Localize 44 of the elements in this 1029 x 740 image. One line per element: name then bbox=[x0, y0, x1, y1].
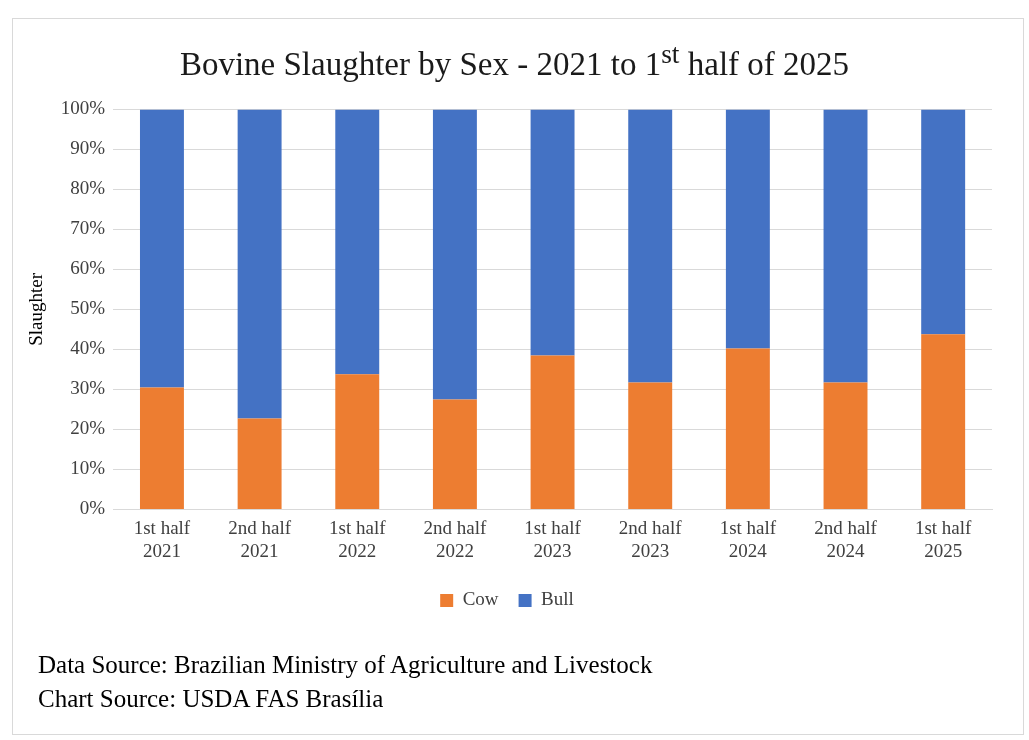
y-tick-label: 10% bbox=[70, 457, 106, 479]
x-tick-label: 2nd half 2021 bbox=[228, 516, 292, 561]
x-tick-label: 2nd half 2022 bbox=[423, 516, 487, 561]
bar bbox=[823, 382, 868, 509]
y-tick-label: 40% bbox=[70, 337, 106, 359]
bar bbox=[628, 109, 673, 383]
bar bbox=[432, 399, 477, 509]
y-tick-label: 70% bbox=[70, 217, 106, 239]
y-tick-label: 0% bbox=[79, 497, 106, 519]
x-tick-label: 1st half 2022 bbox=[329, 516, 387, 561]
bar bbox=[823, 109, 868, 383]
x-tick-label: 1st half 2021 bbox=[133, 516, 191, 561]
y-tick-label: 80% bbox=[70, 177, 106, 199]
bar bbox=[530, 355, 575, 509]
bar bbox=[432, 109, 477, 400]
bar bbox=[530, 109, 575, 356]
x-tick-label: 1st half 2025 bbox=[914, 516, 973, 561]
bar bbox=[921, 334, 966, 509]
bar bbox=[237, 109, 282, 419]
y-tick-label: 50% bbox=[70, 297, 106, 319]
chart-title: Bovine Slaughter by Sex - 2021 to 1$^{st}$ half of 2025 bbox=[178, 38, 851, 83]
x-tick-label: 2nd half 2024 bbox=[814, 516, 878, 561]
x-tick-label: 1st half 2024 bbox=[719, 516, 777, 561]
y-tick-label: 100% bbox=[60, 97, 106, 119]
source-note: Data Source: Brazilian Ministry of Agriculture and Livestock bbox=[38, 650, 653, 680]
bar bbox=[628, 382, 673, 509]
legend-label: Bull bbox=[541, 588, 574, 610]
legend-label: Cow bbox=[462, 588, 499, 610]
bar bbox=[725, 348, 770, 509]
y-axis-title: Slaughter bbox=[25, 272, 47, 346]
y-tick-label: 30% bbox=[70, 377, 106, 399]
y-tick-label: 60% bbox=[70, 257, 106, 279]
y-tick-label: 90% bbox=[70, 137, 106, 159]
bar bbox=[335, 109, 380, 375]
bar bbox=[725, 109, 770, 349]
x-tick-label: 1st half 2023 bbox=[524, 516, 582, 561]
y-tick-label: 20% bbox=[70, 417, 106, 439]
text: Chart Source: USDA FAS Brasília bbox=[38, 684, 385, 714]
x-tick-label: 2nd half 2023 bbox=[618, 516, 683, 561]
bar bbox=[921, 109, 966, 335]
bar bbox=[139, 387, 184, 509]
bar bbox=[139, 109, 184, 388]
bar bbox=[335, 374, 380, 509]
bar bbox=[237, 418, 282, 509]
